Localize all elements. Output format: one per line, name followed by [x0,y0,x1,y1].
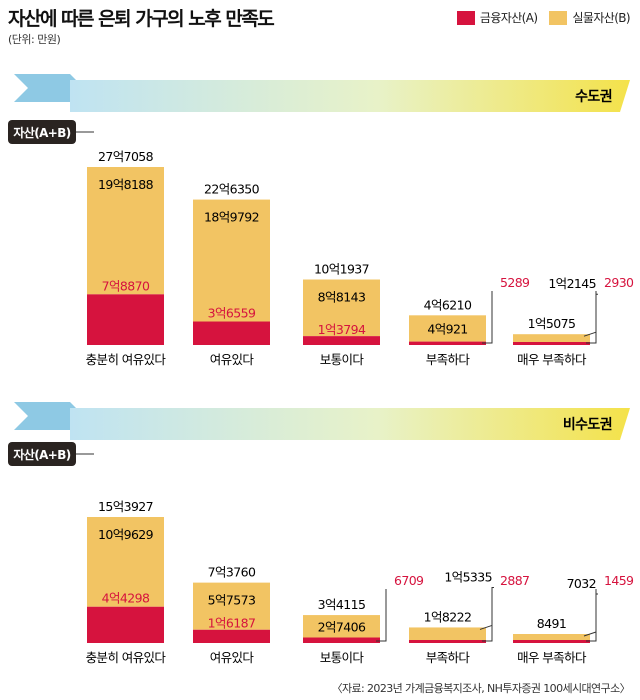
ribbon-arrow [14,402,84,430]
total-label-4: 8491 [537,616,566,631]
real-label-4: 7032 [567,576,596,591]
bar-financial-3 [409,341,486,345]
bar-real-1 [193,199,270,322]
financial-label-2: 6709 [394,573,424,588]
unit-note: (단위: 만원) [8,33,61,46]
region-label: 비수도권 [563,417,612,433]
bar-financial-0 [87,294,164,345]
real-label-0: 10억9629 [98,527,154,542]
category-label-3: 부족하다 [426,650,471,665]
financial-label-2: 1억3794 [318,322,366,337]
financial-callout-line-3 [482,291,493,344]
total-label-4: 1억5075 [528,316,576,331]
total-badge [8,442,76,466]
bar-financial-4 [513,640,590,643]
region-label: 수도권 [575,89,612,105]
legend: 금융자산(A) 실물자산(B) [456,9,631,26]
bar-financial-3 [409,640,486,643]
bar-real-3 [409,627,486,640]
bar-real-3 [409,315,486,342]
legend-label-financial: 금융자산(A) [479,11,538,25]
financial-label-3: 5289 [500,275,530,290]
real-label-4: 1억2145 [548,276,596,291]
legend-item-real: 실물자산(B) [549,9,631,26]
bar-financial-2 [303,637,380,643]
financial-callout-line-2 [376,589,387,642]
bar-real-0 [87,167,164,295]
category-label-2: 보통이다 [320,650,365,665]
ribbon-arrow [14,74,84,102]
financial-label-4: 2930 [604,275,634,290]
real-label-2: 2억7406 [318,619,366,634]
total-label-0: 27억7058 [98,149,154,164]
financial-callout-line-3 [482,589,493,642]
bar-financial-1 [193,629,270,643]
bar-financial-2 [303,336,380,345]
legend-label-real: 실물자산(B) [572,11,630,25]
total-label-1: 7억3760 [208,565,256,580]
financial-label-0: 4억4298 [102,591,150,606]
total-label-2: 3억4115 [318,597,366,612]
legend-swatch-real [549,10,568,25]
category-label-2: 보통이다 [320,352,365,367]
ribbon-band [70,408,630,440]
total-badge [8,120,76,144]
total-label-0: 15억3927 [98,499,153,514]
total-badge-label: 자산(A+B) [13,125,70,140]
total-label-3: 1억8222 [424,609,472,624]
total-label-3: 4억6210 [424,297,472,312]
real-label-3: 1억5335 [444,569,492,584]
total-label-2: 10억1937 [314,262,369,277]
category-label-4: 매우 부족하다 [517,352,587,367]
bar-real-4 [513,634,590,640]
real-label-0: 19억8188 [98,177,154,192]
real-label-1: 18억9792 [204,210,259,225]
financial-callout-line-4 [586,291,597,344]
bar-real-2 [303,615,380,638]
category-label-1: 여유있다 [210,352,255,367]
category-label-0: 충분히 여유있다 [86,352,167,367]
category-label-3: 부족하다 [426,352,471,367]
source-note: 〈자료: 2023년 가계금융복지조사, NH투자증권 100세시대연구소〉 [331,682,631,695]
total-label-1: 22억6350 [204,182,260,197]
bar-real-4 [513,334,590,342]
bar-real-0 [87,517,164,607]
total-badge-label: 자산(A+B) [13,447,70,462]
financial-label-1: 1억6187 [208,616,256,631]
financial-label-1: 3억6559 [208,306,256,321]
real-label-2: 8억8143 [318,290,366,305]
real-label-3: 4억921 [427,321,467,336]
financial-label-3: 2887 [500,573,529,588]
financial-label-0: 7억8870 [102,278,150,293]
bar-financial-4 [513,342,590,345]
legend-item-financial: 금융자산(A) [456,9,538,26]
category-label-0: 충분히 여유있다 [86,650,167,665]
bar-real-1 [193,582,270,630]
bar-real-2 [303,279,380,337]
legend-swatch-financial [456,10,475,25]
financial-callout-line-4 [586,589,597,642]
bar-financial-0 [87,606,164,643]
bar-financial-1 [193,321,270,345]
chart-title: 자산에 따른 은퇴 가구의 노후 만족도 [8,8,275,30]
category-label-1: 여유있다 [210,650,255,665]
real-label-1: 5억7573 [208,593,256,608]
category-label-4: 매우 부족하다 [517,650,587,665]
financial-label-4: 1459 [604,573,634,588]
ribbon-band [70,80,630,112]
